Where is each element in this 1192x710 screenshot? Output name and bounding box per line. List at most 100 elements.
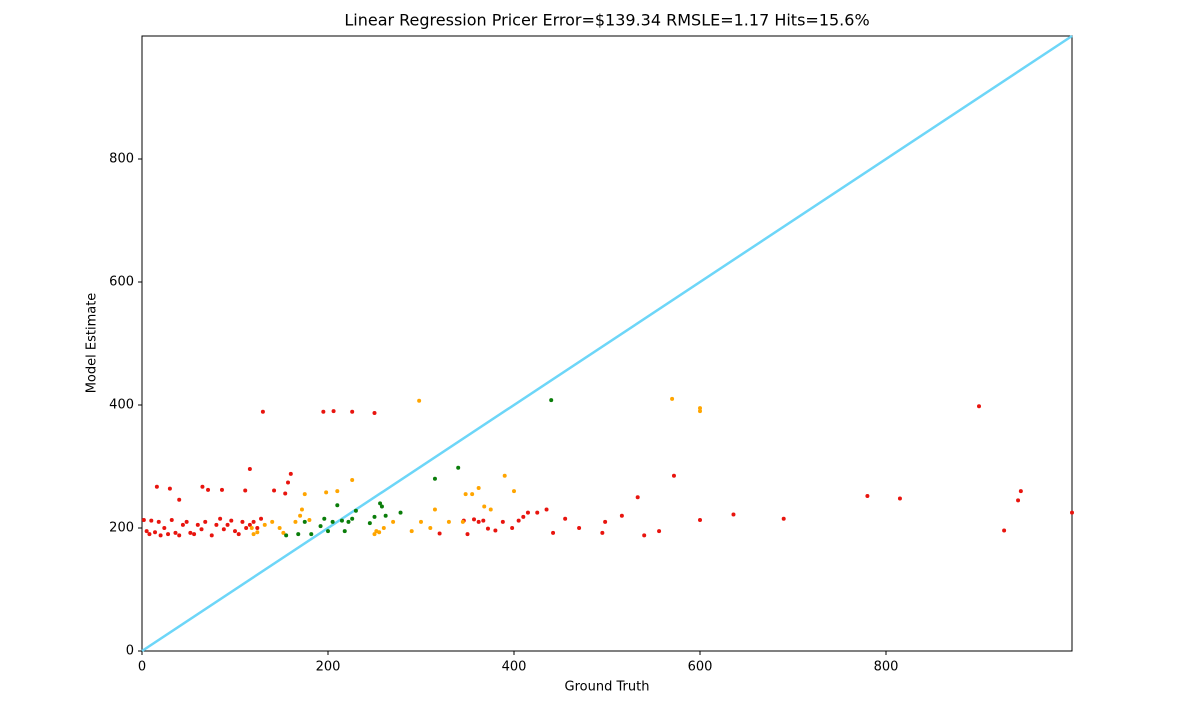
point bbox=[535, 510, 540, 515]
point bbox=[214, 522, 219, 527]
point bbox=[180, 522, 185, 527]
point bbox=[372, 532, 377, 537]
point bbox=[203, 519, 208, 524]
point bbox=[141, 518, 146, 523]
point bbox=[1070, 510, 1074, 515]
point bbox=[482, 504, 487, 509]
point bbox=[493, 528, 498, 533]
point bbox=[367, 521, 372, 526]
point bbox=[162, 526, 167, 530]
point bbox=[199, 527, 204, 532]
point bbox=[318, 524, 323, 529]
point bbox=[209, 533, 214, 538]
point bbox=[173, 530, 178, 535]
x-tick-label: 0 bbox=[138, 660, 146, 675]
point bbox=[322, 516, 327, 521]
plot-frame bbox=[141, 35, 1073, 652]
point bbox=[144, 529, 149, 534]
point bbox=[262, 522, 267, 527]
point bbox=[460, 519, 465, 524]
point bbox=[158, 533, 163, 538]
point bbox=[485, 526, 490, 531]
point bbox=[251, 532, 256, 537]
point bbox=[200, 484, 205, 489]
point bbox=[326, 529, 330, 534]
point bbox=[335, 489, 340, 494]
point bbox=[437, 531, 442, 536]
point bbox=[346, 519, 351, 524]
point bbox=[377, 530, 382, 535]
point bbox=[166, 532, 171, 537]
point bbox=[698, 406, 702, 411]
point bbox=[977, 404, 981, 409]
x-tick-label: 400 bbox=[502, 660, 527, 675]
point bbox=[240, 519, 245, 524]
point bbox=[218, 516, 223, 521]
point bbox=[177, 533, 182, 538]
point bbox=[156, 519, 161, 524]
point bbox=[247, 466, 252, 471]
point bbox=[670, 396, 675, 401]
point bbox=[188, 530, 193, 535]
point bbox=[153, 530, 158, 535]
y-axis-label: Model Estimate bbox=[85, 293, 100, 394]
point bbox=[299, 507, 304, 512]
point bbox=[195, 522, 200, 527]
point bbox=[428, 526, 433, 530]
point bbox=[476, 519, 481, 524]
point bbox=[465, 532, 470, 537]
point bbox=[286, 480, 291, 485]
point bbox=[243, 488, 248, 493]
point bbox=[419, 519, 423, 524]
point bbox=[283, 491, 288, 496]
point bbox=[470, 492, 475, 497]
point bbox=[481, 518, 486, 523]
chart-title: Linear Regression Pricer Error=$139.34 R… bbox=[344, 11, 869, 30]
point bbox=[781, 516, 786, 521]
point bbox=[512, 489, 516, 494]
point bbox=[381, 526, 386, 530]
point bbox=[302, 492, 307, 497]
point bbox=[177, 497, 182, 502]
point bbox=[296, 532, 301, 537]
point bbox=[372, 410, 377, 415]
point bbox=[302, 519, 307, 524]
point bbox=[147, 532, 152, 537]
point bbox=[167, 486, 172, 491]
point bbox=[472, 517, 477, 522]
reference-line bbox=[141, 34, 1073, 653]
point bbox=[219, 487, 224, 492]
point bbox=[398, 510, 403, 515]
y-tick-label: 600 bbox=[109, 275, 134, 290]
point bbox=[244, 526, 249, 530]
point bbox=[698, 409, 702, 414]
point bbox=[731, 512, 736, 517]
point bbox=[255, 526, 260, 530]
point bbox=[353, 508, 358, 513]
point bbox=[671, 473, 676, 478]
point bbox=[281, 530, 286, 535]
point bbox=[500, 519, 505, 524]
point bbox=[409, 529, 414, 534]
point bbox=[521, 514, 526, 519]
point bbox=[206, 487, 211, 492]
point bbox=[698, 518, 702, 523]
point bbox=[298, 513, 303, 518]
point bbox=[383, 513, 388, 518]
point bbox=[619, 513, 624, 518]
y-tick-label: 800 bbox=[109, 152, 134, 167]
point bbox=[1016, 498, 1021, 503]
point bbox=[247, 522, 252, 527]
point bbox=[350, 516, 355, 521]
point bbox=[154, 484, 159, 489]
point bbox=[255, 530, 260, 535]
point bbox=[551, 530, 556, 535]
point bbox=[270, 519, 275, 524]
y-tick-label: 400 bbox=[109, 398, 134, 413]
point bbox=[378, 501, 383, 506]
point bbox=[233, 529, 237, 534]
point bbox=[657, 529, 662, 534]
point bbox=[502, 473, 507, 478]
point bbox=[221, 527, 226, 532]
point bbox=[488, 507, 493, 512]
